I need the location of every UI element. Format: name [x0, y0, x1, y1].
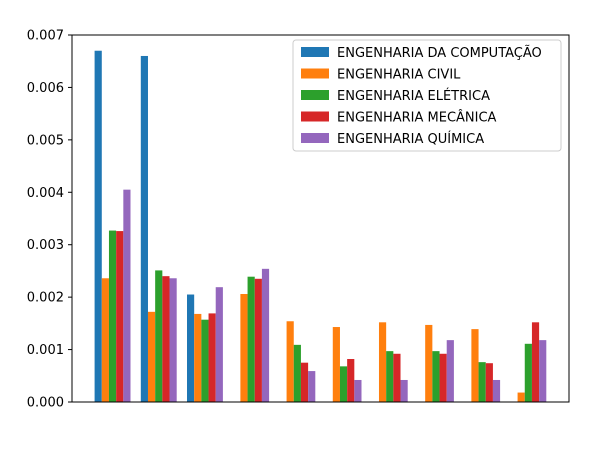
- y-tick-label: 0.006: [27, 81, 64, 96]
- bar: [400, 379, 408, 402]
- bar: [332, 327, 340, 402]
- bar: [261, 268, 270, 402]
- bar: [393, 353, 401, 402]
- y-tick-label: 0.003: [27, 238, 64, 253]
- y-tick-label: 0.005: [27, 133, 64, 148]
- bar: [94, 50, 102, 402]
- bar: [140, 55, 148, 402]
- bar: [347, 359, 355, 402]
- bar: [439, 353, 447, 402]
- bar: [308, 371, 316, 402]
- bars-group: [94, 50, 547, 402]
- bar: [108, 230, 117, 402]
- bar: [446, 340, 454, 402]
- bar: [386, 351, 394, 402]
- bar: [201, 319, 209, 402]
- bar: [155, 270, 163, 402]
- bar: [187, 294, 195, 402]
- legend-label: ENGENHARIA ELÉTRICA: [337, 88, 490, 104]
- bar: [240, 294, 248, 402]
- y-tick-label: 0.000: [27, 396, 64, 411]
- legend-swatch: [301, 47, 329, 57]
- bar: [478, 362, 486, 402]
- legend-swatch: [301, 90, 329, 100]
- bar: [123, 189, 131, 402]
- legend-swatch: [301, 68, 329, 79]
- bar: [293, 344, 301, 402]
- bar: [517, 392, 525, 402]
- legend-box: [292, 39, 562, 152]
- y-tick-label: 0.004: [27, 186, 64, 201]
- bar: [339, 366, 348, 402]
- bar: [116, 231, 124, 402]
- bar: [300, 362, 309, 402]
- bar: [378, 322, 387, 402]
- bar: [471, 329, 479, 402]
- bar: [485, 363, 493, 402]
- bar: [425, 324, 433, 402]
- bar: [147, 311, 156, 402]
- bar: [208, 313, 216, 402]
- bar: [524, 343, 532, 402]
- bar: [492, 379, 501, 402]
- axes-frame: [71, 34, 570, 403]
- legend-label: ENGENHARIA QUÍMICA: [337, 131, 484, 147]
- bar: [194, 313, 202, 402]
- legend-swatch: [301, 111, 329, 122]
- bar: [432, 351, 440, 402]
- bar: [254, 278, 262, 402]
- y-tick-label: 0.001: [27, 343, 64, 358]
- bar: [286, 321, 294, 402]
- legend-swatch: [301, 133, 329, 143]
- legend-label: ENGENHARIA CIVIL: [337, 68, 461, 83]
- bar: [101, 278, 109, 402]
- bar: [354, 379, 362, 402]
- bar: [215, 287, 223, 402]
- bar: [539, 340, 547, 402]
- y-tick-label: 0.007: [27, 29, 64, 44]
- bar: [169, 278, 177, 402]
- legend: ENGENHARIA DA COMPUTAÇÃO ENGENHARIA CIVIL…: [292, 39, 562, 152]
- y-axis-ticks: 0.000 0.001 0.002 0.003 0.004 0.005 0.006 0.007: [27, 29, 72, 411]
- bar: [247, 276, 255, 402]
- legend-label: ENGENHARIA DA COMPUTAÇÃO: [337, 45, 542, 61]
- y-tick-label: 0.002: [27, 291, 64, 306]
- bar: [162, 276, 170, 402]
- legend-label: ENGENHARIA MECÂNICA: [337, 110, 497, 126]
- bar: [531, 322, 540, 402]
